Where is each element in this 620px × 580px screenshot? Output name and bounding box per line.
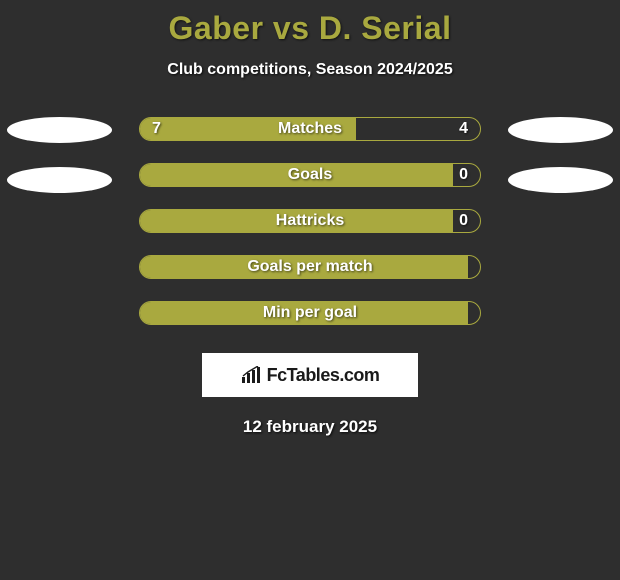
stat-label: Goals: [288, 166, 332, 184]
stat-row: 7 4 Matches: [0, 117, 620, 141]
stat-rows: 7 4 Matches 0 Goals 0 Hattricks Goals per match…: [0, 117, 620, 347]
player-left-ellipse: [7, 117, 112, 143]
stat-label: Hattricks: [276, 212, 344, 230]
stat-row: 0 Goals: [0, 163, 620, 187]
stat-bar: 0 Hattricks: [139, 209, 481, 233]
stat-bar-right: [468, 302, 480, 324]
logo-box: FcTables.com: [202, 353, 418, 397]
stat-bar-right: 0: [453, 164, 480, 186]
stat-row: 0 Hattricks: [0, 209, 620, 233]
player-left-ellipse: [7, 167, 112, 193]
comparison-card: Gaber vs D. Serial Club competitions, Se…: [0, 0, 620, 437]
stat-row: Min per goal: [0, 301, 620, 325]
stat-bar-right: 4: [356, 118, 480, 140]
stat-bar: Goals per match: [139, 255, 481, 279]
stat-bar-right: 0: [453, 210, 480, 232]
stat-left-value: 7: [152, 120, 161, 138]
player-right-ellipse: [508, 117, 613, 143]
stat-right-value: 0: [459, 166, 468, 184]
stat-bar-right: [468, 256, 480, 278]
logo: FcTables.com: [241, 365, 380, 386]
stat-row: Goals per match: [0, 255, 620, 279]
page-title: Gaber vs D. Serial: [169, 10, 452, 47]
stat-label: Goals per match: [247, 258, 372, 276]
page-subtitle: Club competitions, Season 2024/2025: [167, 61, 452, 79]
date-label: 12 february 2025: [243, 417, 377, 437]
stat-bar: 0 Goals: [139, 163, 481, 187]
stat-label: Matches: [278, 120, 342, 138]
player-right-ellipse: [508, 167, 613, 193]
stat-bar: Min per goal: [139, 301, 481, 325]
stat-label: Min per goal: [263, 304, 357, 322]
stat-bar: 7 4 Matches: [139, 117, 481, 141]
stat-right-value: 0: [459, 212, 468, 230]
bar-chart-icon: [241, 366, 263, 384]
logo-text: FcTables.com: [267, 365, 380, 386]
stat-right-value: 4: [459, 120, 468, 138]
